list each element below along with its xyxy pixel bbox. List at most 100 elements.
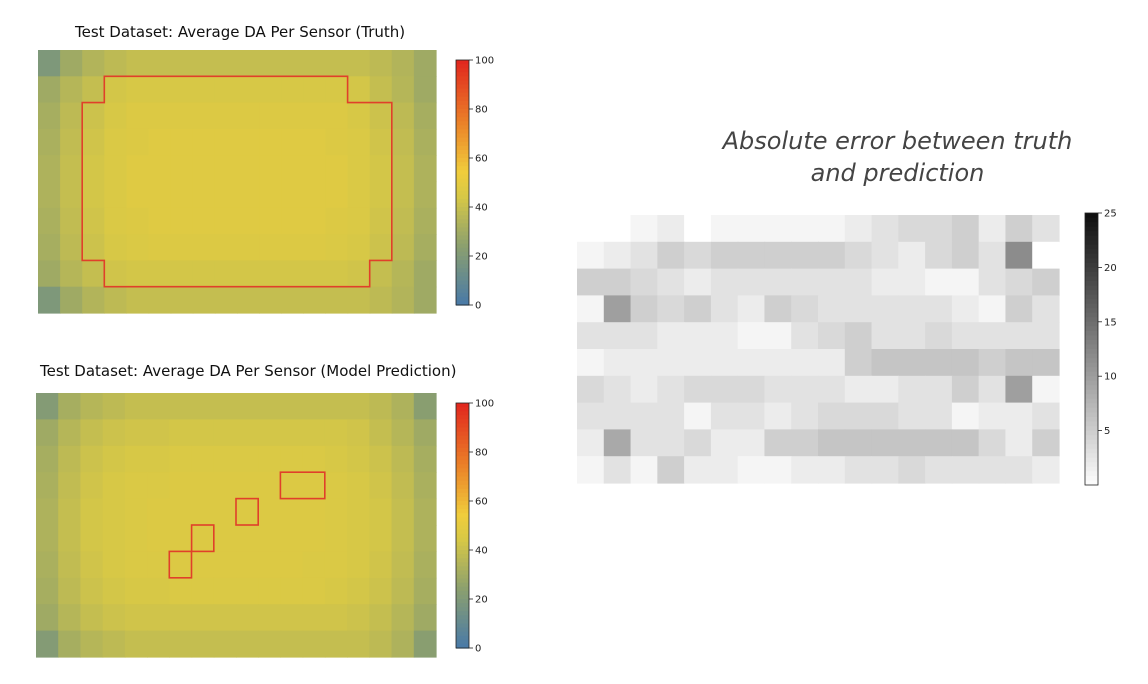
heatmap-cell <box>280 577 304 605</box>
heatmap-cell <box>1032 268 1060 296</box>
heatmap-cell <box>60 260 83 288</box>
heatmap-cell <box>303 128 327 156</box>
heatmap-cell <box>102 472 126 500</box>
heatmap-cell <box>325 155 349 183</box>
heatmap-cell <box>280 445 304 473</box>
heatmap-cell <box>281 128 304 156</box>
heatmap-cell <box>80 577 104 605</box>
heatmap-cell <box>413 234 437 261</box>
heatmap-cell <box>978 268 1007 296</box>
heatmap-cell <box>213 419 237 447</box>
colorbar-segment <box>456 117 469 122</box>
colorbar-segment <box>456 476 469 482</box>
heatmap-cell <box>1032 456 1060 484</box>
heatmap-cell <box>236 604 259 632</box>
heatmap-cell <box>898 375 926 404</box>
colorbar-segment <box>456 435 469 441</box>
heatmap-cell <box>303 102 327 130</box>
heatmap-cell <box>347 76 371 104</box>
colorbar-tick-label: 20 <box>475 252 488 263</box>
heatmap-cell <box>170 128 194 156</box>
heatmap-cell <box>36 393 59 420</box>
colorbar-segment <box>456 158 469 163</box>
colorbar-segment <box>456 276 469 282</box>
colorbar-segment <box>456 472 469 478</box>
heatmap-cell <box>951 322 980 350</box>
heatmap-cell <box>236 525 259 552</box>
heatmap-cell <box>603 349 632 377</box>
heatmap-cell <box>302 551 326 579</box>
heatmap-cell <box>978 215 1007 243</box>
heatmap-cell <box>844 241 873 270</box>
colorbar-segment <box>456 480 469 486</box>
heatmap-cell <box>303 207 327 235</box>
heatmap-cell <box>102 630 126 658</box>
high-cell-box <box>279 471 326 500</box>
heatmap-cell <box>58 472 82 500</box>
heatmap-cell <box>577 322 605 350</box>
heatmap-cell <box>280 525 304 552</box>
heatmap-cell <box>148 260 172 288</box>
heatmap-cell <box>258 445 282 473</box>
heatmap-cell <box>369 604 393 632</box>
heatmap-cell <box>36 604 59 632</box>
colorbar-segment <box>456 484 469 490</box>
heatmap-cell <box>413 472 437 500</box>
heatmap-cell <box>124 445 148 473</box>
colorbar-tick-label: 80 <box>475 105 488 116</box>
heatmap-cell <box>951 429 980 457</box>
heatmap-cell <box>1032 215 1060 243</box>
colorbar-frame <box>1084 212 1099 486</box>
heatmap-cell <box>237 155 260 183</box>
heatmap-cell <box>236 472 259 500</box>
heatmap-cell <box>684 241 712 270</box>
heatmap-cell <box>258 472 282 500</box>
heatmap-cell <box>737 295 766 323</box>
heatmap-cell <box>978 295 1007 323</box>
heatmap-cell <box>36 525 59 552</box>
heatmap-cell <box>191 393 215 420</box>
heatmap-cell <box>657 295 685 323</box>
heatmap-cell <box>657 215 685 243</box>
heatmap-cell <box>925 429 953 457</box>
heatmap-cell <box>147 525 170 552</box>
heatmap-cell <box>281 181 304 209</box>
colorbar-segment <box>456 488 469 494</box>
heatmap-cell <box>791 349 819 377</box>
heatmap-cell <box>104 155 128 183</box>
heatmap-cell <box>126 155 150 183</box>
heatmap-cell <box>36 551 59 579</box>
colorbar-segment <box>1085 380 1098 386</box>
heatmap-cell <box>259 286 282 314</box>
heatmap-cell <box>148 286 172 314</box>
heatmap-cell <box>630 268 658 296</box>
colorbar-segment <box>1085 448 1098 454</box>
heatmap-cell <box>259 234 282 261</box>
heatmap-cell <box>871 295 899 323</box>
heatmap-cell <box>280 630 304 658</box>
colorbar-segment <box>456 72 469 77</box>
colorbar-segment <box>1085 339 1098 346</box>
heatmap-cell <box>630 295 658 323</box>
heatmap-cell <box>1005 268 1033 296</box>
colorbar-segment <box>1085 376 1098 382</box>
colorbar-segment <box>456 272 469 278</box>
heatmap-cell <box>630 402 658 430</box>
heatmap-cell <box>124 630 148 658</box>
heatmap-cell <box>1005 429 1033 457</box>
heatmap-cell <box>36 577 59 605</box>
heatmap-cell <box>148 102 172 130</box>
heatmap-cell <box>898 268 926 296</box>
heatmap-cell <box>844 429 873 457</box>
colorbar-segment <box>456 558 469 563</box>
heatmap-cell <box>147 498 170 526</box>
heatmap-cell <box>58 419 82 447</box>
colorbar-segment <box>456 153 469 159</box>
heatmap-cell <box>369 577 393 605</box>
heatmap-cell <box>818 295 846 323</box>
heatmap-cell <box>1032 295 1060 323</box>
heatmap-cell <box>258 604 282 632</box>
heatmap-cell <box>978 241 1007 270</box>
heatmap-cell <box>104 181 128 209</box>
heatmap-cell <box>124 577 148 605</box>
